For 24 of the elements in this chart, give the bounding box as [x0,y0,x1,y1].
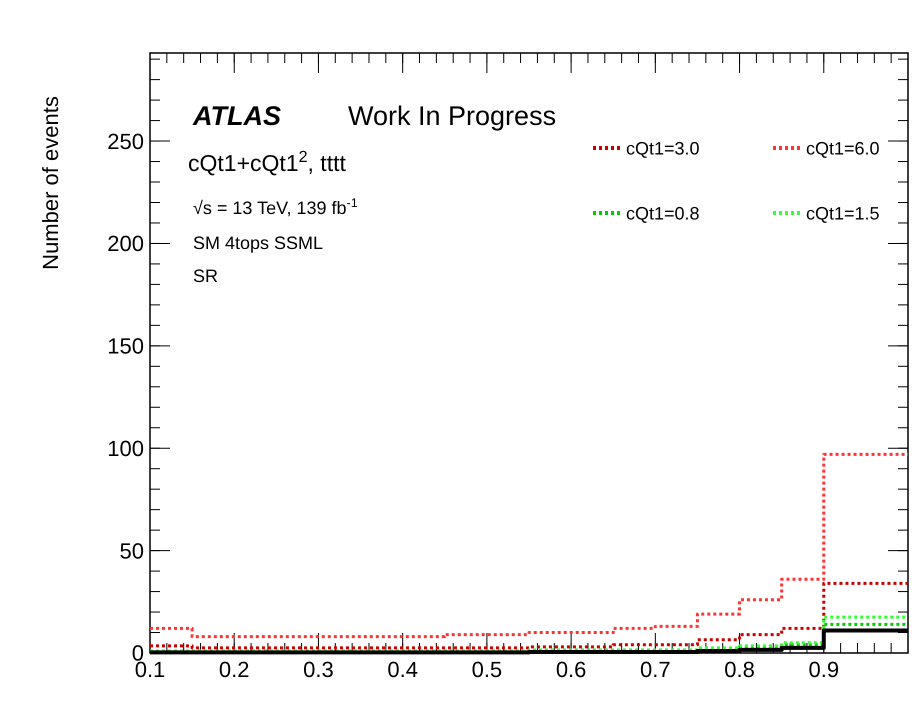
annotation: cQt1+cQt1$^{2}$, tttt [188,148,346,176]
annotation: ATLAS [192,101,281,131]
y-tick-label: 200 [107,231,144,256]
x-tick-label: 0.2 [218,657,250,682]
y-tick-label: 150 [107,334,144,359]
y-tick-label: 100 [107,436,144,461]
legend-label: cQt1=1.5 [806,203,880,224]
x-tick-label: 0.5 [472,657,502,682]
x-tick-label: 0.9 [808,657,840,682]
annotation: SR [193,266,218,286]
y-axis-title: Number of events [38,96,63,270]
legend-label: cQt1=6.0 [806,138,880,158]
x-tick-label: 0.3 [303,657,334,682]
y-tick-label: 250 [107,128,144,154]
x-tick-label: 0.8 [724,657,755,682]
y-tick-label: 50 [120,538,144,564]
annotation: SM 4tops SSML [193,233,324,253]
legend-label: cQt1=3.0 [626,138,700,158]
x-tick-label: 0.6 [556,657,586,682]
legend-label: cQt1=0.8 [626,203,700,224]
annotation: √s = 13 TeV, 139 fb$^{-1}$ [193,196,358,218]
annotation: Work In Progress [348,101,556,131]
x-tick-label: 0.4 [387,657,418,682]
x-tick-label: 0.7 [640,657,671,682]
